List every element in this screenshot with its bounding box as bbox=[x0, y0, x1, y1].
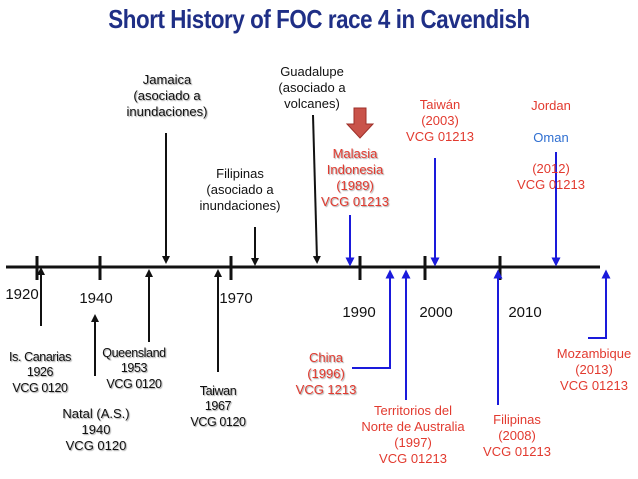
arrow-china bbox=[352, 269, 395, 369]
event-natal: Natal (A.S.) 1940 VCG 0120 bbox=[62, 406, 130, 453]
event-taiwan-2003: Taiwán (2003) VCG 01213 bbox=[406, 97, 474, 144]
event-jordan: Jordan bbox=[531, 97, 571, 113]
year-2010: 2010 bbox=[508, 304, 542, 321]
event-mozambique: Mozambique (2013) VCG 01213 bbox=[556, 346, 632, 393]
event-territorios-norte: Territorios del Norte de Australia (1997… bbox=[361, 403, 465, 466]
event-china: China (1996) VCG 1213 bbox=[295, 350, 357, 397]
year-1970: 1970 bbox=[219, 290, 253, 307]
event-filipinas-2008: Filipinas (2008) VCG 01213 bbox=[483, 412, 551, 459]
year-2000: 2000 bbox=[419, 304, 453, 321]
year-1990: 1990 bbox=[342, 304, 376, 321]
event-oman: Oman bbox=[533, 129, 569, 145]
event-jamaica: Jamaica (asociado a inundaciones) bbox=[126, 72, 208, 119]
year-1920: 1920 bbox=[5, 286, 39, 303]
event-guadalupe: Guadalupe (asociado a volcanes) bbox=[278, 64, 346, 111]
event-jordan-oman: Jordan Oman (2012) VCG 01213 bbox=[517, 82, 585, 209]
arrow-mozambique bbox=[588, 269, 611, 339]
event-taiwan-1967: Taiwan 1967 VCG 0120 bbox=[190, 384, 246, 429]
event-queensland: Queensland 1953 VCG 0120 bbox=[102, 346, 166, 391]
arrow-guadalupe bbox=[312, 114, 321, 264]
event-canarias: Is. Canarias 1926 VCG 0120 bbox=[9, 350, 71, 395]
diagram-title: Short History of FOC race 4 in Cavendish bbox=[108, 4, 530, 34]
event-malasia-indonesia: Malasia Indonesia (1989) VCG 01213 bbox=[321, 146, 389, 209]
event-filipinas-old: Filipinas (asociado a inundaciones) bbox=[199, 166, 281, 213]
highlight-down-arrow bbox=[345, 107, 375, 139]
event-jordan-oman-detail: (2012) VCG 01213 bbox=[517, 161, 585, 193]
year-1940: 1940 bbox=[79, 290, 113, 307]
